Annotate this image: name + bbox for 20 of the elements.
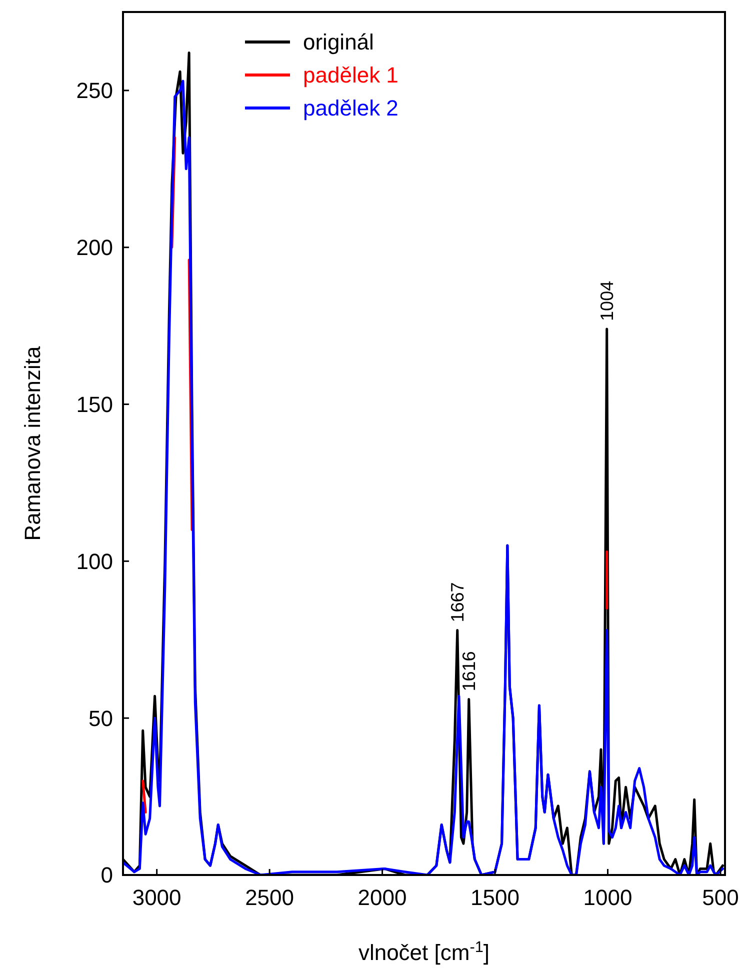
annotation: 1667: [447, 582, 468, 622]
x-tick-label: 1000: [583, 885, 632, 910]
x-tick-label: 500: [702, 885, 739, 910]
y-tick-label: 50: [88, 706, 113, 731]
y-axis-title: Ramanova intenzita: [20, 346, 45, 541]
legend-label: originál: [303, 30, 374, 55]
y-tick-label: 150: [76, 392, 113, 417]
annotation: 1616: [458, 651, 479, 692]
legend-label: padělek 1: [303, 62, 398, 88]
x-axis-title: vlnočet [cm$^{-1}$]: [358, 938, 490, 965]
y-tick-label: 200: [76, 235, 113, 260]
x-tick-label: 3000: [132, 885, 182, 910]
x-tick-label: 2000: [358, 885, 407, 910]
y-tick-label: 250: [76, 78, 113, 104]
y-tick-label: 0: [100, 862, 113, 888]
y-tick-label: 100: [76, 548, 113, 574]
annotation: 1004: [596, 280, 617, 321]
x-tick-label: 1500: [470, 885, 520, 910]
x-tick-label: 2500: [245, 885, 294, 910]
legend-label: padělek 2: [303, 96, 398, 121]
